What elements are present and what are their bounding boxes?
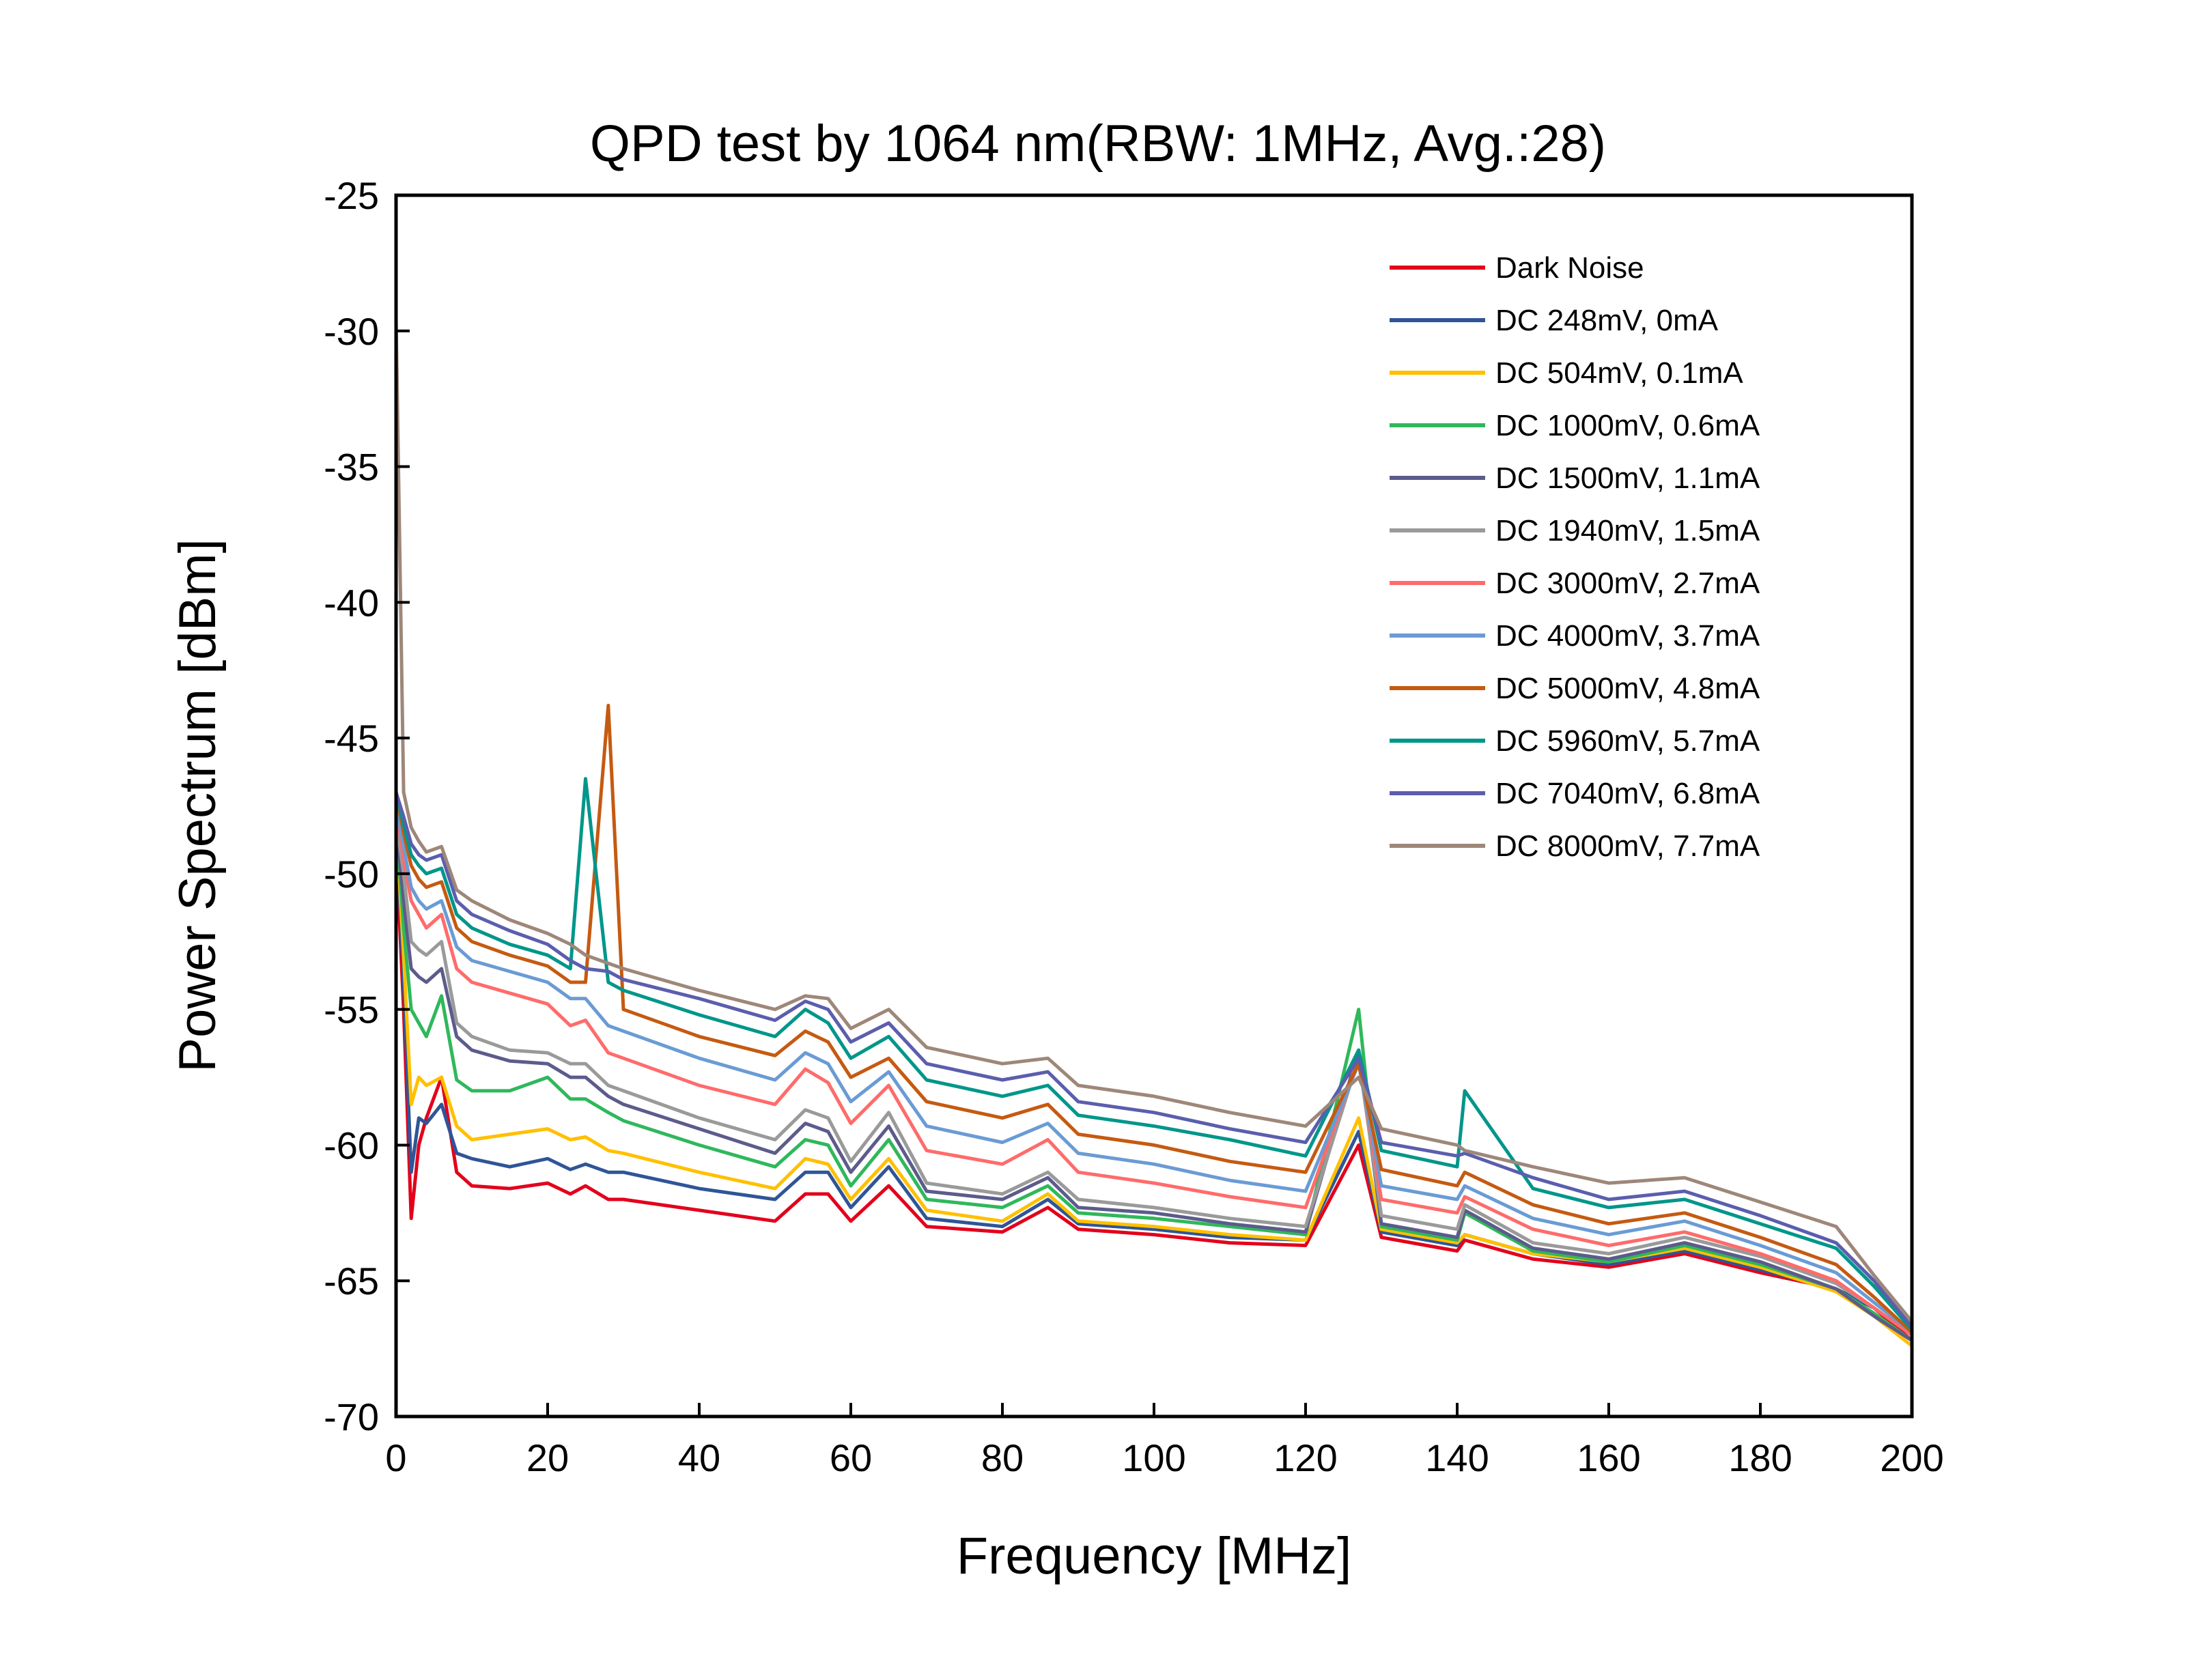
legend-label: DC 504mV, 0.1mA [1495,356,1743,390]
x-tick-label: 0 [385,1436,406,1479]
legend-label: DC 1500mV, 1.1mA [1495,461,1760,495]
y-tick-label: -65 [324,1259,379,1302]
legend-label: DC 1940mV, 1.5mA [1495,514,1760,547]
series-line-12 [394,317,1913,1323]
x-tick-label: 160 [1577,1436,1640,1479]
series-line-4 [394,819,1913,1342]
x-tick-label: 180 [1728,1436,1792,1479]
x-tick-label: 80 [981,1436,1024,1479]
series-line-11 [394,791,1913,1328]
series-line-7 [394,806,1913,1337]
x-tick-label: 20 [526,1436,569,1479]
y-tick-label: -35 [324,446,379,489]
legend-label: DC 7040mV, 6.8mA [1495,777,1760,810]
x-axis-label: Frequency [MHz] [957,1527,1352,1585]
series-layer [394,317,1913,1348]
legend-label: DC 1000mV, 0.6mA [1495,409,1760,442]
y-tick-label: -60 [324,1124,379,1167]
legend: Dark Noise DC 248mV, 0mA DC 504mV, 0.1mA DC… [1390,251,1760,863]
y-tick-label: -25 [324,174,379,217]
y-tick-label: -40 [324,581,379,624]
y-tick-label: -70 [324,1395,379,1438]
series-line-9 [394,703,1913,1334]
x-axis: 0 20 40 60 80 100 120 140 160 180 200 [385,1403,1944,1479]
x-tick-label: 40 [678,1436,720,1479]
legend-label: DC 4000mV, 3.7mA [1495,619,1760,653]
series-line-8 [394,806,1913,1334]
x-tick-label: 200 [1880,1436,1943,1479]
legend-label: DC 5000mV, 4.8mA [1495,672,1760,705]
legend-label: DC 5960mV, 5.7mA [1495,724,1760,758]
chart-title: QPD test by 1064 nm(RBW: 1MHz, Avg.:28) [590,115,1606,173]
x-tick-label: 120 [1273,1436,1337,1479]
legend-label: DC 248mV, 0mA [1495,304,1719,337]
x-tick-label: 60 [830,1436,872,1479]
x-tick-label: 140 [1425,1436,1489,1479]
series-line-5 [394,819,1913,1342]
legend-label: Dark Noise [1495,251,1644,285]
y-axis: -70 -65 -60 -55 -50 -45 -40 -35 -30 -25 [324,174,410,1438]
series-line-2 [394,819,1913,1337]
series-line-3 [394,819,1913,1348]
y-axis-label: Power Spectrum [dBm] [169,539,227,1072]
y-tick-label: -30 [324,310,379,353]
y-tick-label: -45 [324,717,379,760]
series-line-1 [394,846,1913,1342]
x-tick-label: 100 [1122,1436,1185,1479]
legend-label: DC 3000mV, 2.7mA [1495,567,1760,600]
series-line-6 [394,819,1913,1337]
y-tick-label: -50 [324,853,379,896]
legend-label: DC 8000mV, 7.7mA [1495,829,1760,863]
y-tick-label: -55 [324,988,379,1031]
